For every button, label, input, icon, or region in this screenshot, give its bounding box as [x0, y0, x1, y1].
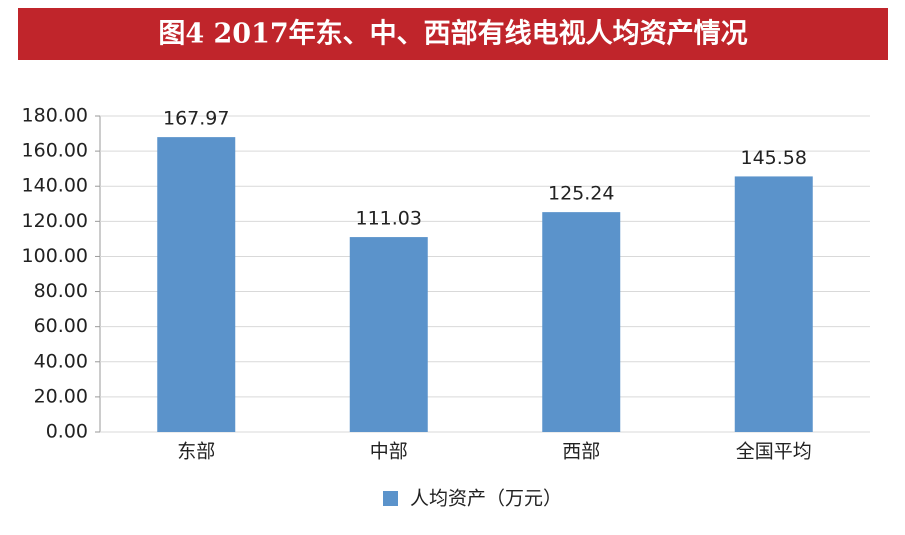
bar	[734, 176, 813, 432]
y-tick-label: 140.00	[22, 175, 88, 197]
y-tick-label: 160.00	[22, 140, 88, 162]
y-tick-label: 120.00	[22, 210, 88, 232]
value-label: 167.97	[163, 108, 229, 130]
x-tick-label: 中部	[370, 441, 408, 463]
y-tick-label: 60.00	[34, 315, 88, 337]
value-label: 125.24	[548, 183, 614, 205]
bar	[157, 137, 236, 433]
x-tick-label: 全国平均	[736, 441, 812, 463]
legend-swatch	[383, 491, 398, 506]
y-tick-label: 180.00	[22, 105, 88, 127]
x-tick-label: 西部	[562, 441, 600, 463]
x-tick-label: 东部	[177, 441, 215, 463]
legend-label: 人均资产（万元）	[410, 488, 562, 510]
title-banner	[18, 8, 888, 60]
value-label: 145.58	[741, 147, 807, 169]
bar	[349, 237, 428, 432]
bar	[542, 212, 621, 432]
y-tick-label: 100.00	[22, 245, 88, 267]
y-tick-label: 40.00	[34, 350, 88, 372]
value-label: 111.03	[356, 208, 422, 230]
chart-title: 图4 2017年东、中、西部有线电视人均资产情况	[158, 18, 747, 50]
y-tick-label: 20.00	[34, 385, 88, 407]
y-tick-label: 80.00	[34, 280, 88, 302]
y-tick-label: 0.00	[46, 421, 88, 443]
